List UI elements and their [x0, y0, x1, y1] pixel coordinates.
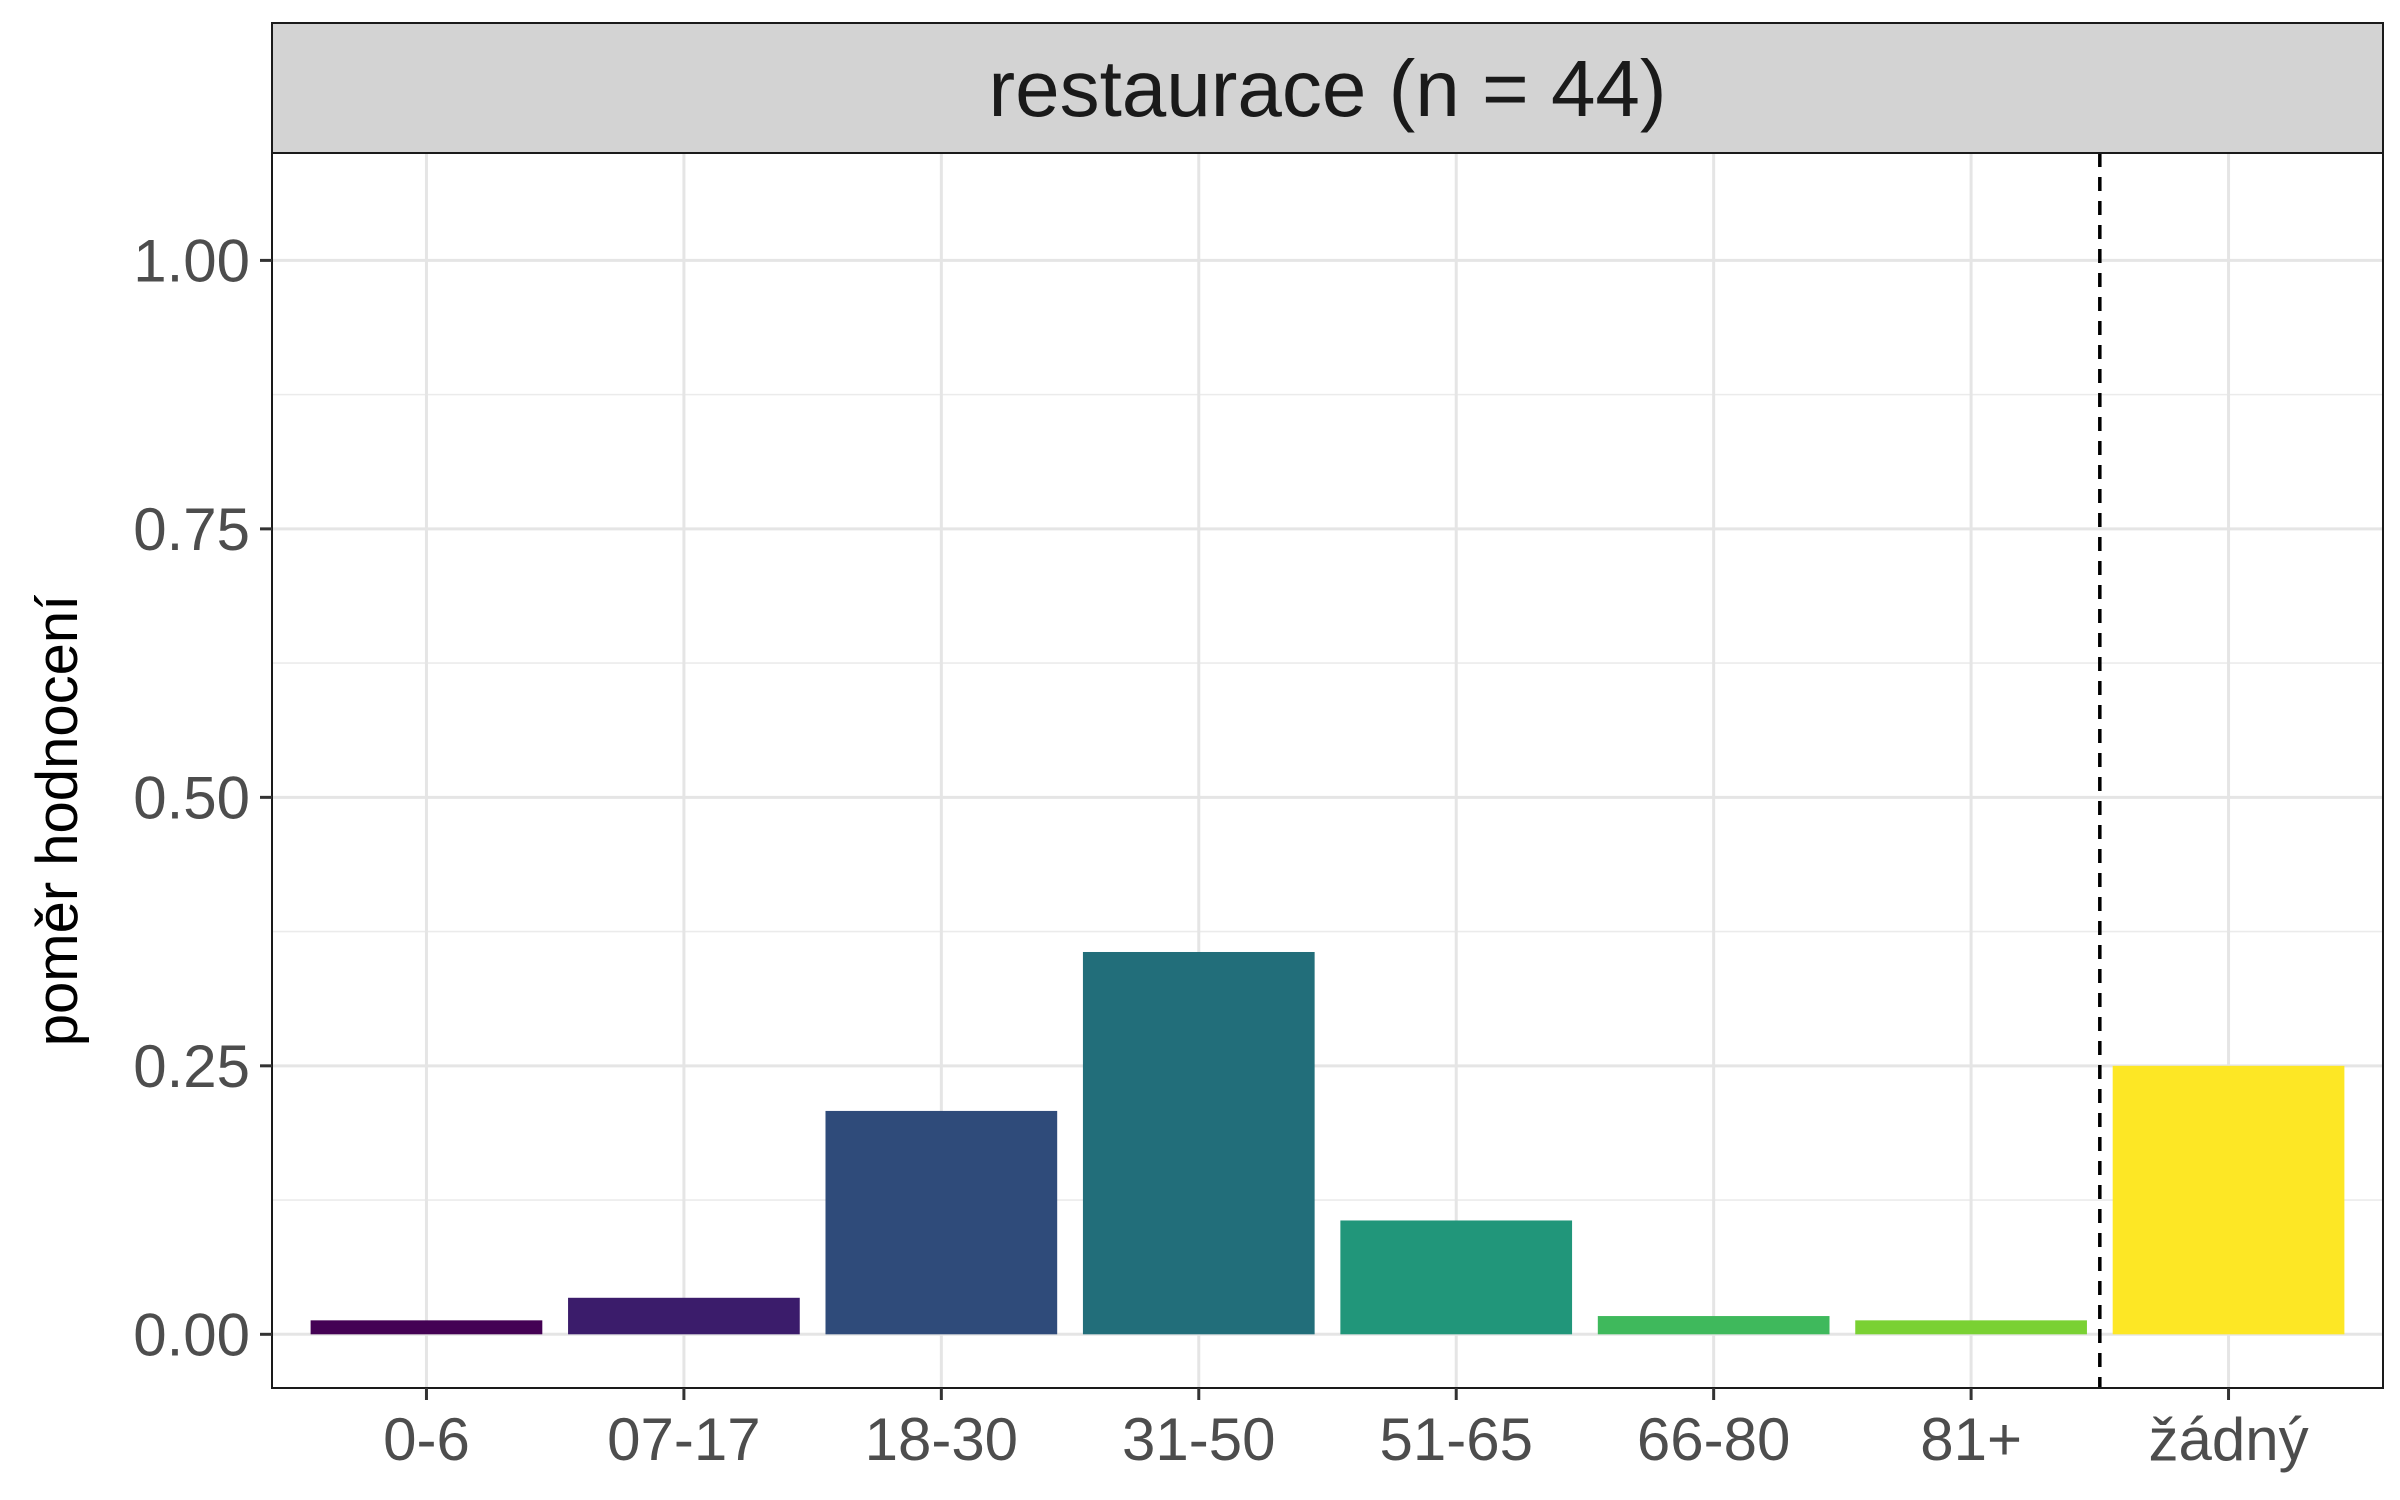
grid	[272, 153, 2383, 1388]
bar-07-17	[568, 1297, 800, 1335]
y-tick-label: 0.50	[133, 764, 250, 831]
bars	[310, 951, 2345, 1335]
x-tick-label: 81+	[1920, 1406, 2022, 1473]
facet-title: restaurace (n = 44)	[988, 44, 1666, 133]
bar-0-6	[310, 1320, 543, 1335]
bar-81+	[1855, 1320, 2087, 1335]
bar-66-80	[1597, 1316, 1830, 1335]
y-axis-title: poměr hodnocení	[25, 595, 90, 1046]
x-tick-label: 0-6	[383, 1406, 470, 1473]
x-tick-label: 51-65	[1379, 1406, 1532, 1473]
y-tick-label: 0.75	[133, 496, 250, 563]
y-tick-label: 1.00	[133, 227, 250, 294]
bar-žádný	[2112, 1065, 2345, 1335]
x-tick-label: 18-30	[865, 1406, 1018, 1473]
facet-strip	[271, 22, 2384, 154]
y-tick-label: 0.00	[133, 1301, 250, 1368]
x-tick-label: 31-50	[1122, 1406, 1275, 1473]
y-tick-label: 0.25	[133, 1033, 250, 1100]
bar-18-30	[825, 1110, 1058, 1335]
x-tick-label: 66-80	[1637, 1406, 1790, 1473]
x-tick-label: 07-17	[607, 1406, 760, 1473]
x-tick-label: žádný	[2148, 1406, 2308, 1473]
bar-51-65	[1340, 1220, 1573, 1335]
bar-31-50	[1082, 951, 1315, 1335]
axes: 0.00 0.25 0.50 0.75 1.00 0-6 07-17 18-30 31-50 51…	[133, 227, 2308, 1473]
